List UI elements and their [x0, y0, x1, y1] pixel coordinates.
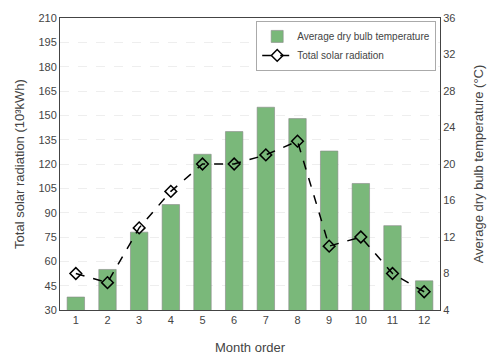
svg-text:7: 7 [263, 314, 269, 326]
svg-text:2: 2 [104, 314, 110, 326]
svg-text:45: 45 [45, 280, 57, 292]
svg-text:195: 195 [38, 36, 56, 48]
svg-text:90: 90 [45, 207, 57, 219]
svg-text:8: 8 [443, 267, 449, 279]
svg-text:1: 1 [73, 314, 79, 326]
svg-text:Month order: Month order [215, 340, 286, 355]
svg-text:4: 4 [168, 314, 174, 326]
svg-text:Average dry bulb temperature: Average dry bulb temperature [297, 31, 430, 42]
svg-text:150: 150 [38, 109, 56, 121]
svg-text:Total solar radiation (10³kWh): Total solar radiation (10³kWh) [12, 79, 27, 249]
svg-text:32: 32 [443, 48, 455, 60]
svg-text:210: 210 [38, 12, 56, 24]
svg-text:20: 20 [443, 158, 455, 170]
svg-text:5: 5 [199, 314, 205, 326]
svg-text:9: 9 [326, 314, 332, 326]
svg-text:3: 3 [136, 314, 142, 326]
svg-text:8: 8 [294, 314, 300, 326]
svg-text:28: 28 [443, 85, 455, 97]
svg-text:24: 24 [443, 121, 455, 133]
svg-text:165: 165 [38, 85, 56, 97]
svg-text:60: 60 [45, 255, 57, 267]
svg-text:30: 30 [45, 304, 57, 316]
svg-text:6: 6 [231, 314, 237, 326]
svg-text:10: 10 [355, 314, 367, 326]
svg-text:Total solar radiation: Total solar radiation [297, 50, 384, 61]
svg-text:135: 135 [38, 134, 56, 146]
svg-text:180: 180 [38, 61, 56, 73]
svg-text:36: 36 [443, 12, 455, 24]
svg-text:105: 105 [38, 182, 56, 194]
svg-text:12: 12 [418, 314, 430, 326]
svg-text:4: 4 [443, 304, 449, 316]
svg-text:12: 12 [443, 231, 455, 243]
svg-text:11: 11 [387, 314, 398, 326]
svg-text:16: 16 [443, 194, 455, 206]
svg-text:Average dry bulb temperature (: Average dry bulb temperature (°C) [471, 65, 486, 264]
svg-text:120: 120 [38, 158, 56, 170]
svg-text:75: 75 [45, 231, 57, 243]
